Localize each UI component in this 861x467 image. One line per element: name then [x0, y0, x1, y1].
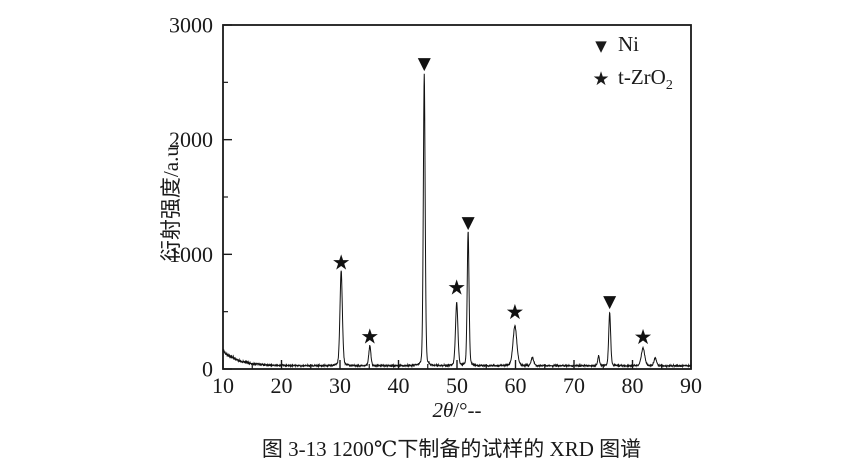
legend-item-ni: ▼ Ni	[584, 30, 673, 63]
x-tick-label: 60	[505, 373, 527, 398]
x-tick-label: 30	[329, 373, 351, 398]
y-axis-title: 衍射强度/a.u.	[159, 140, 183, 262]
peak-marker-star-t-zro2: ★	[332, 250, 351, 274]
legend-label-ni: Ni	[618, 31, 639, 56]
x-tick-label: 90	[680, 373, 702, 398]
x-axis-title-symbol: 2θ	[432, 398, 454, 422]
star-marker-icon: ★	[592, 68, 610, 90]
peak-marker-triangle-ni: ▼	[603, 292, 617, 312]
figure-caption: 图 3-13 1200℃下制备的试样的 XRD 图谱	[261, 437, 642, 461]
y-tick-label: 2000	[169, 127, 213, 152]
x-tick-label: 10	[212, 373, 234, 398]
peak-marker-star-t-zro2: ★	[506, 300, 525, 324]
peak-marker-star-t-zro2: ★	[634, 325, 653, 349]
x-tick-label: 20	[271, 373, 293, 398]
legend-label-tzro2-sub: 2	[665, 78, 673, 94]
legend: ▼ Ni ★ t-ZrO2	[584, 30, 673, 96]
x-axis-title-units: /°--	[453, 398, 482, 422]
x-tick-label: 40	[388, 373, 410, 398]
y-tick-label: 0	[202, 356, 213, 381]
peak-marker-triangle-ni: ▼	[462, 213, 476, 233]
legend-item-tzro2: ★ t-ZrO2	[584, 63, 673, 96]
y-tick-label: 1000	[169, 242, 213, 267]
peak-marker-triangle-ni: ▼	[418, 54, 432, 74]
legend-label-tzro2: t-ZrO	[618, 64, 666, 89]
x-tick-label: 50	[446, 373, 468, 398]
x-tick-label: 70	[563, 373, 585, 398]
x-tick-label: 80	[622, 373, 644, 398]
y-tick-label: 3000	[169, 12, 213, 37]
peak-marker-star-t-zro2: ★	[360, 324, 379, 348]
peak-marker-star-t-zro2: ★	[447, 276, 466, 300]
x-axis-title: 2θ/°--	[223, 398, 691, 423]
triangle-marker-icon: ▼	[595, 37, 607, 55]
xrd-trace	[222, 73, 692, 369]
